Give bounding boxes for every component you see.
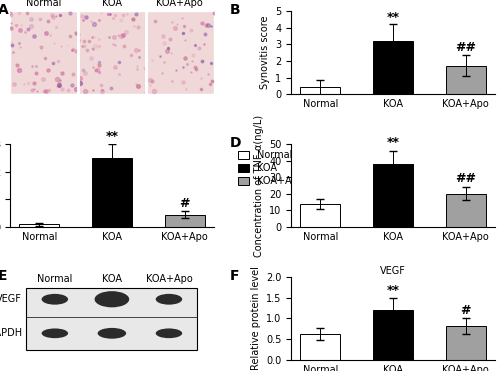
Bar <box>446 326 486 360</box>
Bar <box>446 66 486 94</box>
Text: Normal: Normal <box>26 0 62 8</box>
Bar <box>20 224 59 227</box>
Bar <box>146 11 214 94</box>
Text: **: ** <box>386 284 400 297</box>
Text: KOA+Apo: KOA+Apo <box>156 0 203 8</box>
Y-axis label: Concentration of TNF-α(ng/L): Concentration of TNF-α(ng/L) <box>254 114 264 257</box>
Text: KOA: KOA <box>102 0 122 8</box>
Text: #: # <box>460 304 471 317</box>
Ellipse shape <box>98 328 126 339</box>
Text: F: F <box>230 269 239 283</box>
Text: D: D <box>230 136 241 150</box>
Text: **: ** <box>386 136 400 149</box>
Text: KOA: KOA <box>102 274 122 284</box>
Text: E: E <box>0 269 8 283</box>
Text: ##: ## <box>456 41 476 54</box>
Bar <box>78 11 146 94</box>
Text: #: # <box>180 197 190 210</box>
Ellipse shape <box>42 328 68 338</box>
Text: Normal: Normal <box>37 274 72 284</box>
Ellipse shape <box>156 294 182 305</box>
Title: VEGF: VEGF <box>380 266 406 276</box>
Bar <box>92 158 132 227</box>
Legend: Normal, KOA, KOA+Apo: Normal, KOA, KOA+Apo <box>234 147 306 189</box>
Text: A: A <box>0 3 8 17</box>
Text: KOA+Apo: KOA+Apo <box>146 274 192 284</box>
Text: **: ** <box>106 129 118 142</box>
Ellipse shape <box>156 328 182 338</box>
Bar <box>300 204 341 227</box>
Bar <box>26 289 198 350</box>
Bar <box>446 194 486 227</box>
Y-axis label: Relative protein level: Relative protein level <box>250 266 260 370</box>
Bar <box>10 11 78 94</box>
Text: **: ** <box>386 11 400 24</box>
Text: GAPDH: GAPDH <box>0 328 22 338</box>
Bar <box>373 164 413 227</box>
Bar <box>300 87 341 94</box>
Bar <box>373 41 413 94</box>
Ellipse shape <box>42 294 68 305</box>
Y-axis label: Synovitis score: Synovitis score <box>260 16 270 89</box>
Text: VEGF: VEGF <box>0 294 22 304</box>
Bar <box>373 310 413 360</box>
Text: B: B <box>230 3 240 17</box>
Bar <box>164 214 204 227</box>
Ellipse shape <box>94 291 129 307</box>
Bar <box>300 334 341 360</box>
Text: ##: ## <box>456 173 476 186</box>
